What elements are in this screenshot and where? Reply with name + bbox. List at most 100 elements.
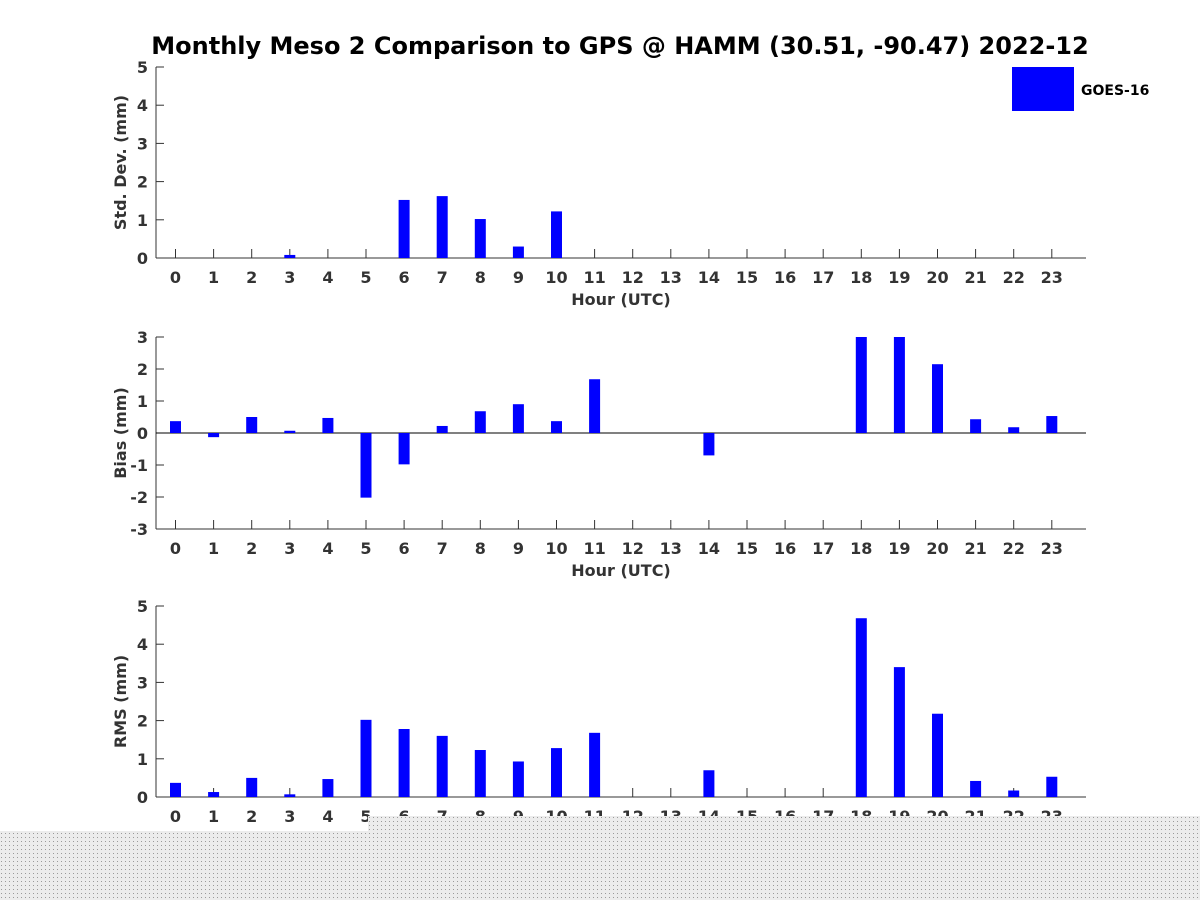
y-tick-label: 3 xyxy=(137,673,148,692)
y-tick-label: 2 xyxy=(137,360,148,379)
x-tick-label: 0 xyxy=(170,807,181,826)
legend-swatch-goes16 xyxy=(1012,67,1074,111)
y-axis-label: Std. Dev. (mm) xyxy=(111,95,130,230)
x-tick-label: 2 xyxy=(246,268,257,287)
x-tick-label: 20 xyxy=(926,268,948,287)
bar xyxy=(551,748,562,797)
bar xyxy=(512,761,524,797)
bar xyxy=(551,211,562,258)
x-tick-label: 14 xyxy=(698,539,720,558)
bar xyxy=(970,419,982,433)
x-tick-label: 17 xyxy=(812,539,834,558)
x-tick-label: 13 xyxy=(660,268,682,287)
x-tick-label: 14 xyxy=(698,268,720,287)
bar xyxy=(322,779,334,797)
x-tick-label: 11 xyxy=(583,539,605,558)
y-tick-label: 2 xyxy=(137,173,148,192)
x-tick-label: 0 xyxy=(170,268,181,287)
x-tick-label: 0 xyxy=(170,539,181,558)
x-tick-label: 12 xyxy=(622,268,644,287)
x-tick-label: 4 xyxy=(322,807,333,826)
x-tick-label: 8 xyxy=(475,539,486,558)
x-tick-label: 12 xyxy=(622,539,644,558)
bar xyxy=(474,219,486,258)
bar xyxy=(932,364,943,433)
bar xyxy=(1008,427,1020,433)
bar xyxy=(1046,416,1058,433)
y-tick-label: 1 xyxy=(137,211,148,230)
x-tick-label: 8 xyxy=(475,268,486,287)
overlay-band-left xyxy=(0,831,368,900)
bar xyxy=(170,782,181,797)
y-tick-label: -2 xyxy=(130,488,148,507)
bar xyxy=(246,417,258,433)
x-tick-label: 11 xyxy=(583,268,605,287)
x-tick-label: 10 xyxy=(545,539,567,558)
bar xyxy=(246,777,258,797)
bar xyxy=(436,196,448,258)
bar xyxy=(398,729,410,797)
chart-title: Monthly Meso 2 Comparison to GPS @ HAMM … xyxy=(151,32,1088,60)
x-tick-label: 3 xyxy=(284,539,295,558)
x-tick-label: 10 xyxy=(545,268,567,287)
bar xyxy=(703,433,715,456)
bar xyxy=(893,337,905,433)
legend-label-goes16: GOES-16 xyxy=(1081,83,1149,99)
x-tick-label: 19 xyxy=(888,539,910,558)
x-tick-label: 21 xyxy=(964,539,986,558)
x-tick-label: 5 xyxy=(360,268,371,287)
bar xyxy=(703,770,715,797)
x-tick-label: 2 xyxy=(246,807,257,826)
bar xyxy=(284,794,296,797)
x-tick-label: 23 xyxy=(1041,539,1063,558)
x-tick-label: 16 xyxy=(774,539,796,558)
bar xyxy=(208,792,220,797)
overlay-band-right xyxy=(368,816,1200,900)
bar xyxy=(474,411,486,433)
x-axis-label: Hour (UTC) xyxy=(571,561,671,580)
x-tick-label: 15 xyxy=(736,268,758,287)
bar xyxy=(284,254,296,258)
bar xyxy=(855,618,867,797)
y-tick-label: -3 xyxy=(130,520,148,539)
bar xyxy=(512,404,524,433)
x-tick-label: 22 xyxy=(1003,539,1025,558)
bar xyxy=(398,199,410,258)
bar xyxy=(284,430,296,433)
x-tick-label: 9 xyxy=(513,539,524,558)
bar xyxy=(360,433,372,498)
y-tick-label: 1 xyxy=(137,750,148,769)
x-tick-label: 13 xyxy=(660,539,682,558)
bar xyxy=(436,425,448,433)
y-tick-label: -1 xyxy=(130,456,148,475)
bar xyxy=(512,246,524,258)
bar xyxy=(551,421,562,433)
bar xyxy=(932,713,943,797)
bar xyxy=(855,337,867,433)
x-tick-label: 1 xyxy=(208,539,219,558)
x-tick-label: 7 xyxy=(437,268,448,287)
x-tick-label: 3 xyxy=(284,807,295,826)
x-tick-label: 6 xyxy=(399,539,410,558)
x-tick-label: 15 xyxy=(736,539,758,558)
bar xyxy=(1046,776,1058,797)
bar xyxy=(893,667,905,797)
bar xyxy=(398,433,410,465)
x-tick-label: 9 xyxy=(513,268,524,287)
x-tick-label: 3 xyxy=(284,268,295,287)
bar xyxy=(208,433,220,438)
x-tick-label: 22 xyxy=(1003,268,1025,287)
x-tick-label: 20 xyxy=(926,539,948,558)
y-tick-label: 3 xyxy=(137,328,148,347)
y-tick-label: 0 xyxy=(137,788,148,807)
y-tick-label: 5 xyxy=(137,58,148,77)
x-tick-label: 6 xyxy=(399,268,410,287)
bar xyxy=(589,732,601,797)
x-tick-label: 18 xyxy=(850,268,872,287)
bar xyxy=(474,750,486,797)
y-tick-label: 3 xyxy=(137,134,148,153)
bar xyxy=(589,379,601,433)
